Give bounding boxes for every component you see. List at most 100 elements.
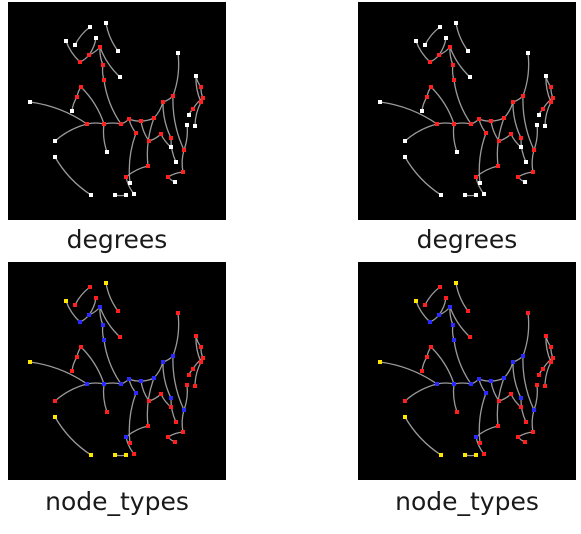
graph-node-isolated [113,453,117,457]
graph-node-branch [484,391,488,395]
graph-edge [453,65,454,80]
graph-node-leaf [403,155,407,159]
graph-node-branch [469,122,473,126]
graph-edge [380,102,437,124]
graph-node-endpoint [549,345,553,349]
graph-node-leaf [185,123,189,127]
graph-node-endpoint [482,452,486,456]
graph-node-endpoint [544,334,548,338]
graph-edge [453,325,454,340]
graph-node-branch [75,95,79,99]
graph-node-endpoint [194,334,198,338]
graph-edge [55,384,87,401]
graph-node-endpoint [524,420,528,424]
graph-node-branch [484,131,488,135]
graph-node-leaf [132,192,136,196]
graph-node-branch [448,305,452,309]
graph-node-branch [152,376,156,380]
graph-edge [154,362,163,378]
graph-node-endpoint [496,424,500,428]
graph-node-endpoint [425,355,429,359]
graph-node-branch [496,164,500,168]
graph-node-endpoint [535,383,539,387]
graph-node-branch [127,377,131,381]
graph-edge [532,150,534,172]
graph-node-endpoint [551,356,555,360]
graph-node-endpoint [519,405,523,409]
graph-edge [55,124,87,141]
graph-node-branch [531,170,535,174]
graph-node-leaf [463,193,467,197]
graph-node-leaf [423,43,427,47]
graph-node-branch [152,116,156,120]
graph-node-branch [124,435,128,439]
graph-node-branch [502,116,506,120]
graph-node-branch [169,136,173,140]
graph-node-leaf [173,180,177,184]
graph-node-branch [532,148,536,152]
graph-node-isolated [53,415,57,419]
graph-node-branch [474,435,478,439]
graph-edge [425,27,440,45]
graph-edge [534,125,537,150]
graph-edge [491,381,499,401]
graph-node-leaf [94,36,98,40]
graph-edge [532,410,534,432]
graph-node-branch [101,63,105,67]
graph-node-branch [191,107,195,111]
graph-node-branch [182,408,186,412]
graph-edge [154,102,163,118]
graph-edge [103,325,104,340]
graph-node-branch [425,95,429,99]
graph-node-endpoint [73,303,77,307]
graph-node-branch [98,45,102,49]
graph-node-branch [541,107,545,111]
graph-edge [87,383,104,384]
graph-node-branch [161,360,165,364]
graph-node-leaf [64,39,68,43]
caption-degrees-1: degrees [8,225,226,254]
graph-node-branch [448,45,452,49]
graph-node-branch [85,122,89,126]
graph-node-endpoint [549,360,553,364]
graph-edge [491,121,499,141]
graph-edge [75,287,90,305]
graph-edge [422,357,427,371]
graph-node-branch [79,85,83,89]
graph-edge [106,23,118,51]
graph-node-leaf [414,39,418,43]
graph-edge [171,138,176,162]
graph-node-leaf [118,75,122,79]
graph-node-endpoint [116,309,120,313]
graph-edge [173,53,179,96]
graph-node-leaf [378,100,382,104]
graph-node-branch [102,382,106,386]
skeleton-graph-degrees-1 [8,2,226,220]
graph-node-branch [159,132,163,136]
graph-node-branch [182,148,186,152]
graph-node-endpoint [466,309,470,313]
graph-node-isolated [474,453,478,457]
graph-node-leaf [113,193,117,197]
graph-node-endpoint [537,373,541,377]
graph-node-isolated [28,360,32,364]
graph-node-isolated [454,281,458,285]
graph-node-branch [428,320,432,324]
graph-node-branch [166,175,170,179]
graph-edge [81,347,104,384]
graph-node-endpoint [438,285,442,289]
graph-node-leaf [468,75,472,79]
graph-node-leaf [187,113,191,117]
graph-node-branch [437,313,441,317]
graph-edge [479,393,486,443]
graph-node-endpoint [468,335,472,339]
graph-node-endpoint [128,441,132,445]
graph-node-endpoint [199,360,203,364]
graph-edge [405,124,437,141]
graph-edge [129,133,136,183]
graph-edge [182,150,184,172]
graph-edge [106,283,118,311]
graph-node-endpoint [181,430,185,434]
graph-edge [425,287,440,305]
degrees-panel-top-right [358,2,576,220]
